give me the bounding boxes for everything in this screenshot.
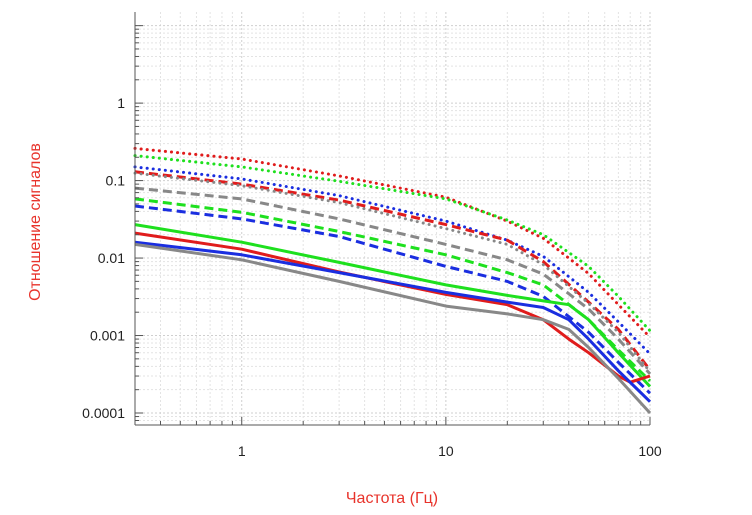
y-tick-label: 0.001	[90, 328, 125, 344]
series-line-3	[133, 165, 652, 356]
series-line-8	[134, 204, 652, 395]
series-line-9	[134, 223, 652, 388]
axes: 1 10 100 0.0001 0.001 0.01 0.1 1	[82, 12, 662, 459]
y-axis-title: Отношение сигналов	[27, 143, 44, 301]
x-tick-label: 100	[638, 443, 662, 459]
x-tick-label: 1	[238, 443, 246, 459]
y-tick-label: 0.1	[106, 173, 126, 189]
series-line-6	[134, 186, 652, 375]
series-line-12	[134, 242, 652, 415]
y-tick-label: 0.0001	[82, 405, 125, 421]
series-line-1	[133, 146, 652, 339]
series-line-7	[134, 197, 652, 382]
x-axis-title: Частота (Гц)	[346, 490, 438, 507]
grid	[134, 12, 651, 426]
series-line-2	[133, 154, 652, 333]
series-line-11	[134, 240, 652, 403]
series-layer	[133, 146, 652, 415]
x-tick-label: 10	[438, 443, 454, 459]
y-tick-label: 0.01	[98, 250, 125, 266]
series-line-4	[134, 170, 652, 371]
series-line-5	[133, 171, 652, 374]
y-tick-label: 1	[117, 95, 125, 111]
